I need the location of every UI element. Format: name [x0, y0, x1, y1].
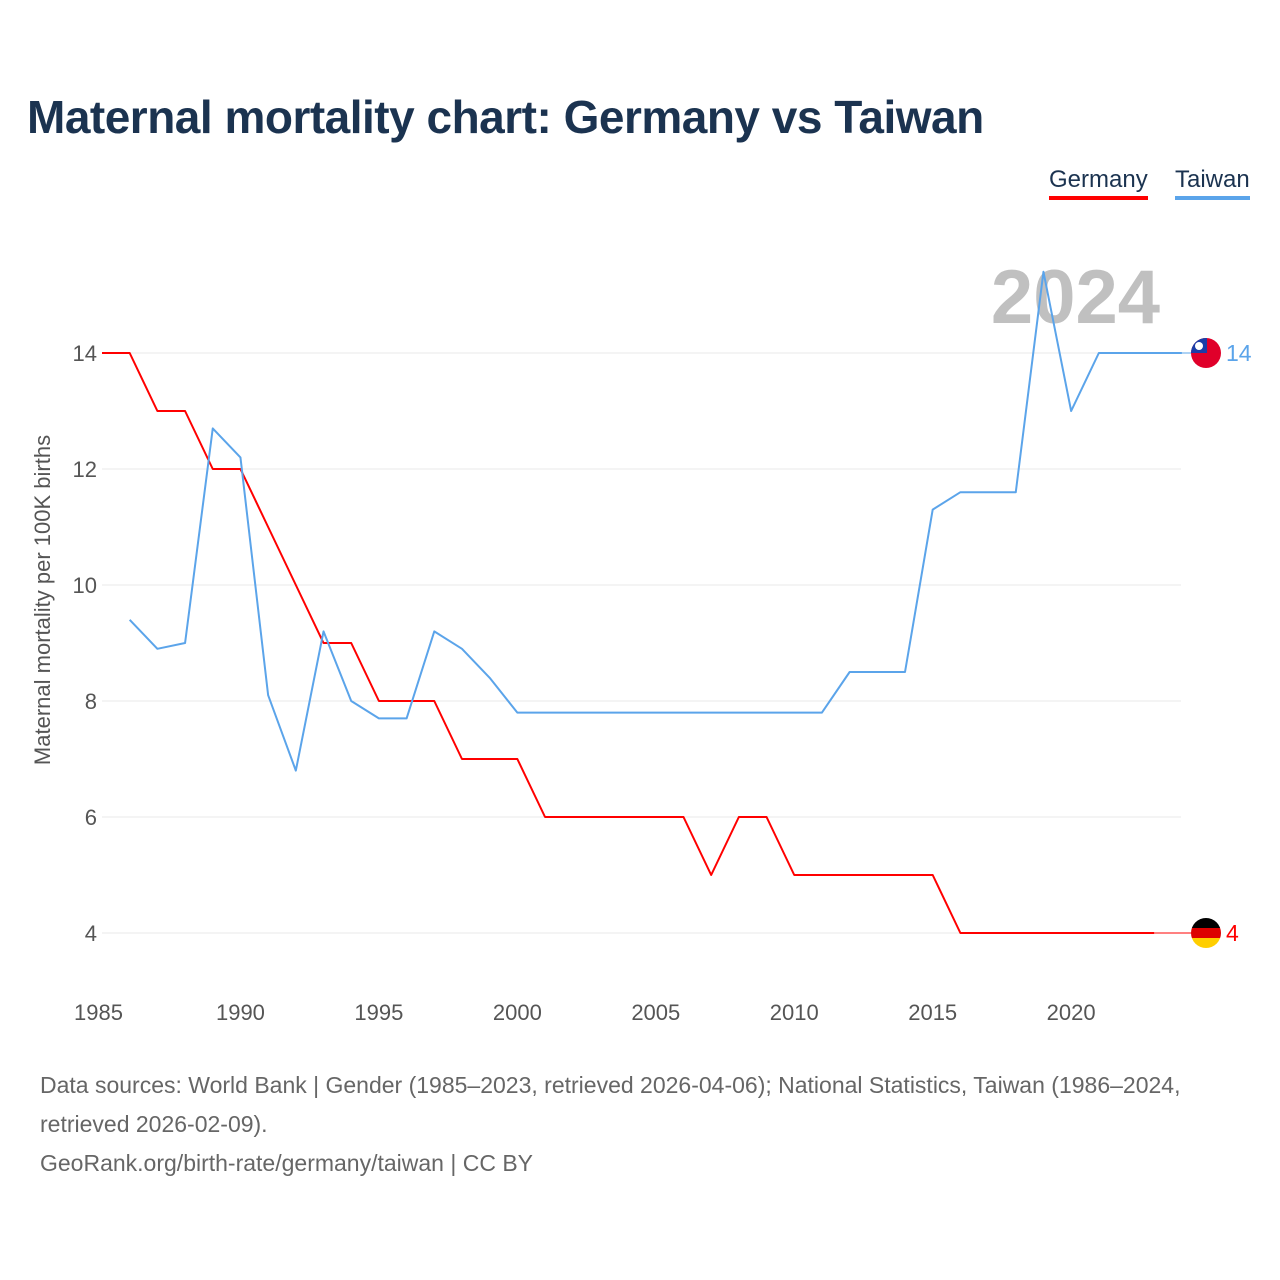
x-tick-label: 2010: [770, 1000, 819, 1025]
x-tick-label: 2005: [631, 1000, 680, 1025]
end-value-label-germany: 4: [1226, 920, 1239, 946]
taiwan-flag-icon: [1191, 338, 1221, 368]
legend-germany[interactable]: Germany: [1049, 166, 1148, 200]
y-tick-label: 14: [73, 341, 97, 366]
series-line-germany: [102, 352, 1155, 934]
chart-title: Maternal mortality chart: Germany vs Tai…: [27, 91, 984, 143]
end-value-label-taiwan: 14: [1226, 340, 1252, 366]
x-tick-label: 1990: [216, 1000, 265, 1025]
series-line-taiwan: [128, 270, 1182, 772]
flag-stripe: [1191, 928, 1221, 938]
credit-link[interactable]: GeoRank.org/birth-rate/germany/taiwan | …: [40, 1150, 534, 1176]
flag-stripe: [1191, 918, 1221, 928]
legend-taiwan[interactable]: Taiwan: [1175, 166, 1250, 200]
y-axis-label: Maternal mortality per 100K births: [30, 435, 55, 765]
germany-flag-icon: [1191, 918, 1221, 948]
y-tick-label: 6: [85, 805, 97, 830]
x-tick-label: 1995: [354, 1000, 403, 1025]
x-tick-label: 2015: [908, 1000, 957, 1025]
x-tick-label: 2000: [493, 1000, 542, 1025]
data-sources: Data sources: World Bank | Gender (1985–…: [40, 1072, 1181, 1137]
y-tick-label: 12: [73, 457, 97, 482]
y-tick-label: 8: [85, 689, 97, 714]
x-tick-label: 2020: [1047, 1000, 1096, 1025]
flag-sun: [1195, 342, 1203, 350]
y-tick-label: 10: [73, 573, 97, 598]
x-tick-label: 1985: [74, 1000, 123, 1025]
y-tick-label: 4: [85, 921, 97, 946]
year-watermark: 2024: [991, 255, 1160, 340]
flag-stripe: [1191, 938, 1221, 948]
footer: Data sources: World Bank | Gender (1985–…: [40, 1066, 1240, 1183]
